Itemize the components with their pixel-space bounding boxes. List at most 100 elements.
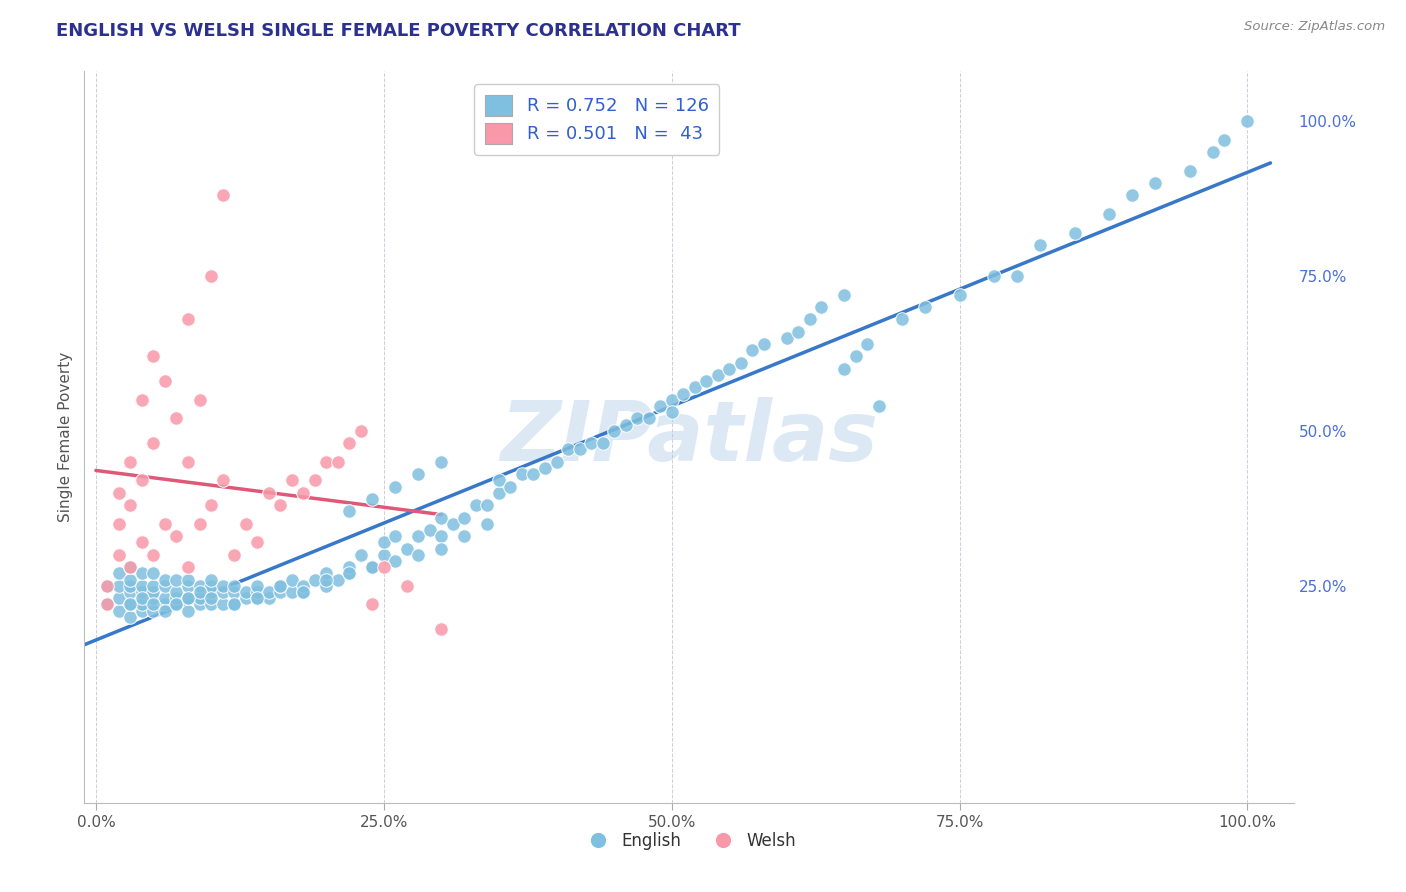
Point (131, 604, 153, 618)
Point (326, 455, 349, 469)
Point (120, 598, 142, 612)
Point (257, 591, 280, 606)
Point (695, 374, 717, 388)
Point (292, 585, 315, 599)
Point (1063, 226, 1085, 240)
Point (269, 579, 291, 593)
Point (188, 516, 211, 531)
Point (131, 566, 153, 581)
Point (108, 486, 131, 500)
Point (395, 541, 418, 556)
Point (120, 579, 142, 593)
Point (603, 424, 626, 438)
Point (568, 442, 591, 457)
Point (637, 411, 659, 425)
Point (1029, 238, 1052, 252)
Point (430, 455, 453, 469)
Point (211, 598, 233, 612)
Point (453, 510, 475, 524)
Point (200, 573, 222, 587)
Point (304, 474, 326, 488)
Point (868, 399, 890, 413)
Point (614, 417, 637, 432)
Point (131, 392, 153, 407)
Point (914, 300, 936, 314)
Point (430, 541, 453, 556)
Point (464, 498, 486, 512)
Point (131, 579, 153, 593)
Point (142, 604, 165, 618)
Point (477, 516, 499, 531)
Point (776, 331, 799, 345)
Point (131, 585, 153, 599)
Point (142, 566, 165, 581)
Point (488, 486, 510, 500)
Point (257, 585, 280, 599)
Point (408, 548, 430, 562)
Point (315, 455, 337, 469)
Point (222, 598, 245, 612)
Point (488, 474, 510, 488)
Point (142, 579, 165, 593)
Point (246, 591, 269, 606)
Point (188, 392, 211, 407)
Point (419, 523, 441, 537)
Point (188, 579, 211, 593)
Point (177, 579, 200, 593)
Point (534, 461, 557, 475)
Point (337, 504, 360, 518)
Point (222, 585, 245, 599)
Point (477, 498, 499, 512)
Point (304, 573, 326, 587)
Point (177, 560, 200, 574)
Point (787, 325, 810, 339)
Point (499, 480, 522, 494)
Point (350, 424, 373, 438)
Point (235, 585, 257, 599)
Point (706, 368, 728, 383)
Point (120, 573, 142, 587)
Point (153, 374, 176, 388)
Point (166, 529, 188, 543)
Point (142, 350, 165, 364)
Point (120, 598, 142, 612)
Point (983, 268, 1005, 283)
Point (1144, 176, 1167, 190)
Point (142, 548, 165, 562)
Point (96, 598, 118, 612)
Point (522, 467, 544, 482)
Point (166, 591, 188, 606)
Point (650, 399, 672, 413)
Point (373, 560, 395, 574)
Point (557, 442, 579, 457)
Point (510, 467, 533, 482)
Point (1236, 114, 1258, 128)
Point (108, 516, 131, 531)
Point (235, 591, 257, 606)
Point (142, 585, 165, 599)
Point (546, 455, 568, 469)
Point (326, 573, 349, 587)
Point (441, 516, 464, 531)
Point (200, 585, 222, 599)
Point (1202, 145, 1225, 159)
Point (337, 436, 360, 450)
Point (280, 474, 302, 488)
Point (200, 268, 222, 283)
Point (166, 598, 188, 612)
Point (361, 598, 384, 612)
Point (153, 604, 176, 618)
Point (120, 560, 142, 574)
Point (131, 598, 153, 612)
Point (683, 380, 706, 394)
Point (280, 585, 302, 599)
Point (579, 436, 602, 450)
Point (810, 300, 832, 314)
Point (430, 622, 453, 636)
Point (948, 287, 970, 301)
Point (856, 337, 879, 351)
Point (200, 591, 222, 606)
Point (177, 455, 200, 469)
Point (166, 585, 188, 599)
Point (741, 343, 763, 358)
